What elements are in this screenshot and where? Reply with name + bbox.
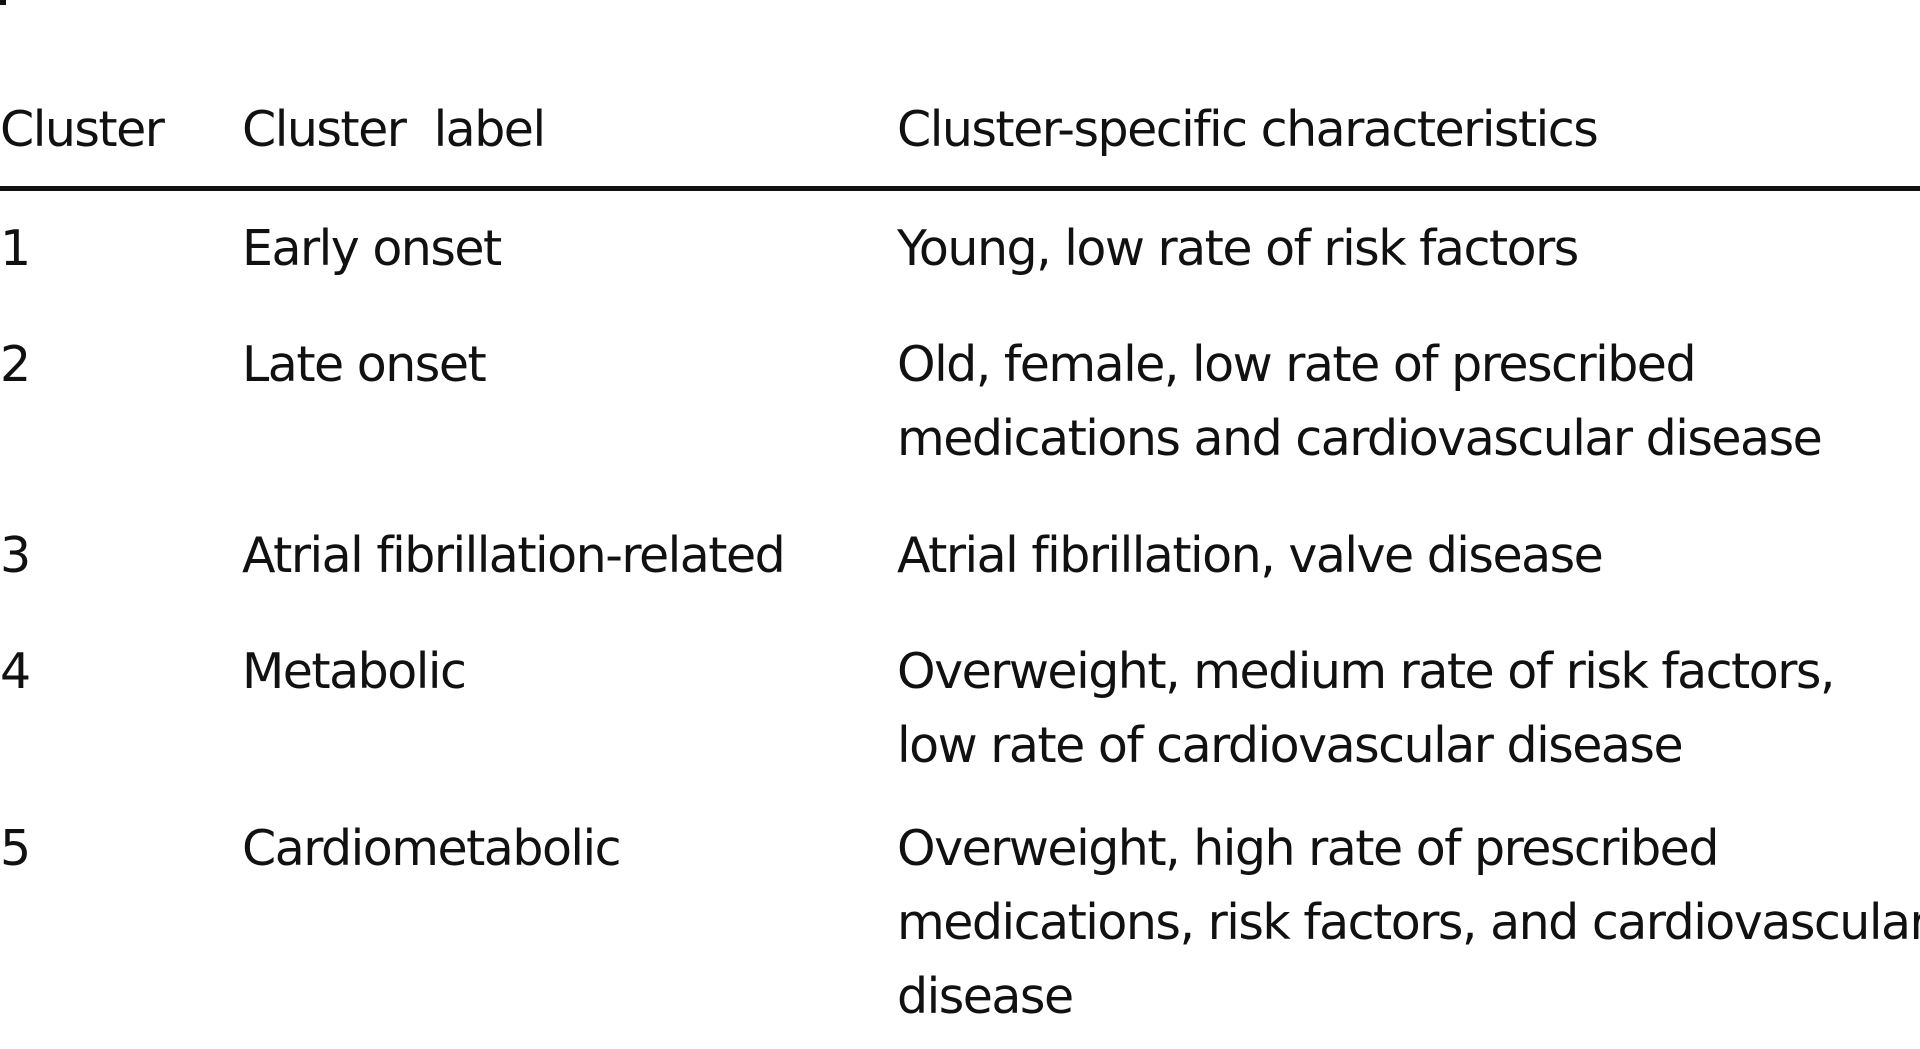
cluster-number: 1 — [0, 220, 31, 277]
header-cluster: Cluster — [0, 101, 165, 158]
cluster-characteristics: Young, low rate of risk factors — [897, 212, 1920, 286]
cluster-label: Cardiometabolic — [242, 820, 622, 877]
cluster-characteristics: Atrial fibrillation, valve disease — [897, 519, 1920, 593]
cluster-label: Late onset — [242, 336, 487, 393]
cluster-number: 3 — [0, 527, 31, 584]
header-characteristics: Cluster-specific characteristics — [897, 101, 1599, 158]
cluster-number: 5 — [0, 820, 31, 877]
characteristics-line: low rate of cardiovascular disease — [897, 717, 1684, 774]
top-edge-mark — [0, 0, 6, 5]
cluster-number: 2 — [0, 336, 31, 393]
header-rule — [0, 186, 1920, 191]
characteristics-line: Old, female, low rate of prescribed — [897, 336, 1697, 393]
cluster-characteristics: Old, female, low rate of prescribed medi… — [897, 328, 1920, 476]
cluster-label: Atrial fibrillation-related — [242, 527, 786, 584]
cluster-characteristics: Overweight, medium rate of risk factors,… — [897, 635, 1920, 783]
cluster-number: 4 — [0, 643, 31, 700]
characteristics-line: disease — [897, 968, 1074, 1025]
characteristics-line: Overweight, medium rate of risk factors, — [897, 643, 1836, 700]
cluster-label: Metabolic — [242, 643, 467, 700]
characteristics-line: Young, low rate of risk factors — [897, 220, 1579, 277]
header-cluster-label: Cluster label — [242, 101, 546, 158]
characteristics-line: medications, risk factors, and cardiovas… — [897, 894, 1920, 951]
table-header-row: Cluster Cluster label Cluster-specific c… — [0, 93, 1920, 173]
characteristics-line: medications and cardiovascular disease — [897, 410, 1823, 467]
cluster-characteristics: Overweight, high rate of prescribed medi… — [897, 812, 1920, 1034]
cluster-label: Early onset — [242, 220, 502, 277]
characteristics-line: Overweight, high rate of prescribed — [897, 820, 1719, 877]
characteristics-line: Atrial fibrillation, valve disease — [897, 527, 1604, 584]
